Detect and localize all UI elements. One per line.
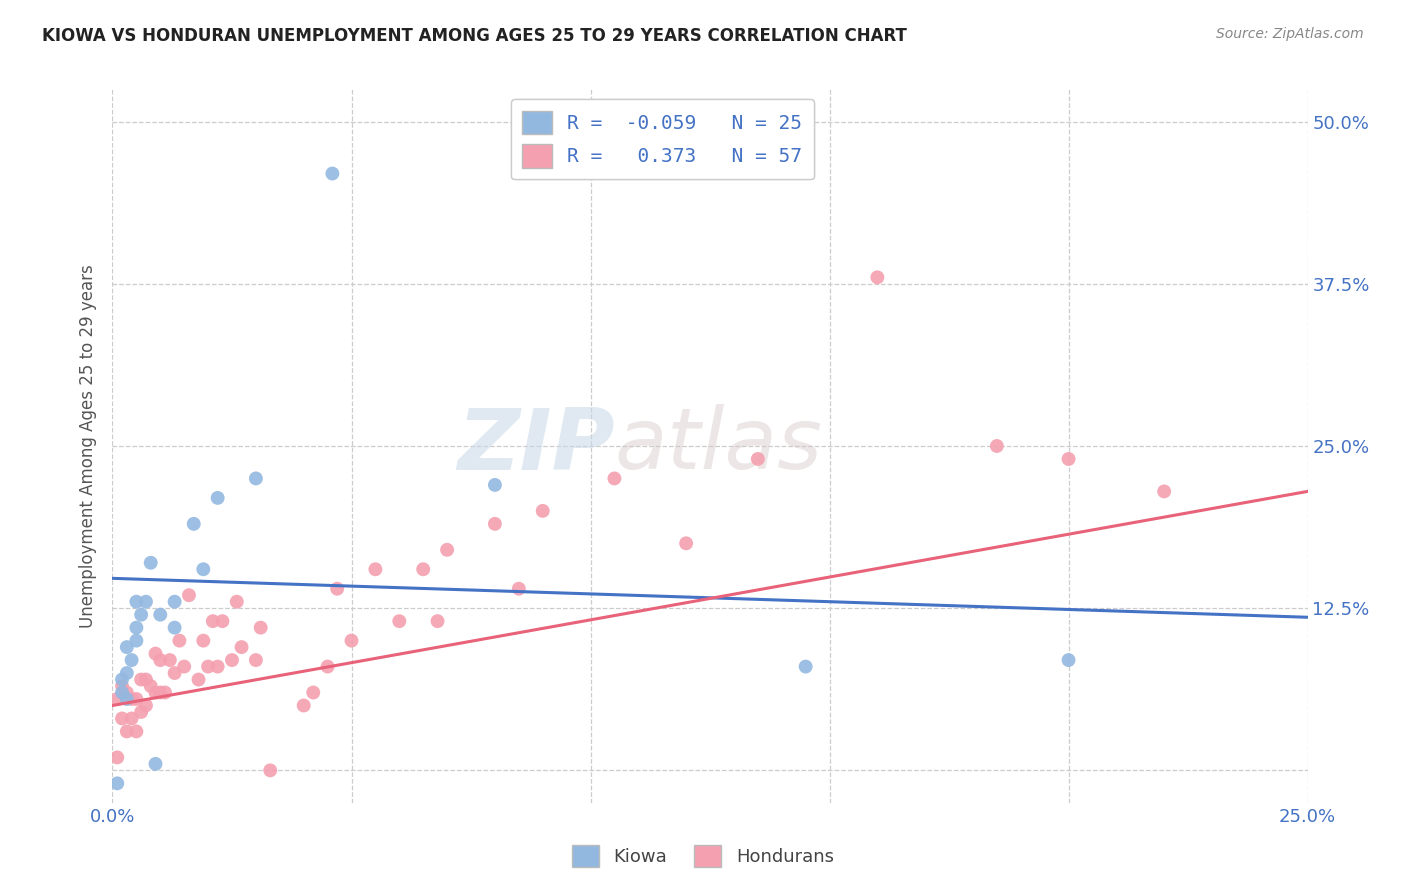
Point <box>121 692 143 706</box>
Point <box>603 471 626 485</box>
Point <box>436 542 458 557</box>
Point <box>153 685 176 699</box>
Point <box>139 556 162 570</box>
Legend: R =  -0.059   N = 25, R =   0.373   N = 57: R = -0.059 N = 25, R = 0.373 N = 57 <box>510 99 814 179</box>
Point <box>115 685 138 699</box>
Point <box>747 452 769 467</box>
Point <box>135 698 157 713</box>
Point <box>145 685 167 699</box>
Point <box>125 692 148 706</box>
Point <box>249 621 271 635</box>
Point <box>326 582 349 596</box>
Point <box>111 679 134 693</box>
Point <box>207 659 229 673</box>
Point <box>245 471 267 485</box>
Point <box>111 685 134 699</box>
Point <box>149 653 172 667</box>
Point <box>129 673 152 687</box>
Point <box>125 724 148 739</box>
Point <box>149 607 172 622</box>
Point <box>866 270 889 285</box>
Point <box>115 666 138 681</box>
Point <box>163 621 186 635</box>
Point <box>121 711 143 725</box>
Point <box>1057 452 1080 467</box>
Point <box>388 614 411 628</box>
Point <box>364 562 387 576</box>
Point <box>316 659 339 673</box>
Point <box>105 776 128 790</box>
Text: atlas: atlas <box>614 404 823 488</box>
Point <box>135 595 157 609</box>
Point <box>183 516 205 531</box>
Point <box>111 711 134 725</box>
Point <box>484 478 506 492</box>
Text: Source: ZipAtlas.com: Source: ZipAtlas.com <box>1216 27 1364 41</box>
Point <box>207 491 229 505</box>
Point <box>1057 653 1080 667</box>
Point <box>149 685 172 699</box>
Point <box>173 659 195 673</box>
Point <box>125 595 148 609</box>
Point <box>163 595 186 609</box>
Point <box>159 653 181 667</box>
Point <box>259 764 281 778</box>
Point <box>221 653 243 667</box>
Point <box>129 607 152 622</box>
Point <box>986 439 1008 453</box>
Point <box>121 653 143 667</box>
Point <box>193 562 215 576</box>
Point <box>201 614 224 628</box>
Point <box>169 633 191 648</box>
Point <box>531 504 554 518</box>
Point <box>225 595 247 609</box>
Point <box>484 516 506 531</box>
Y-axis label: Unemployment Among Ages 25 to 29 years: Unemployment Among Ages 25 to 29 years <box>79 264 97 628</box>
Point <box>292 698 315 713</box>
Point <box>231 640 253 654</box>
Point <box>105 750 128 764</box>
Point <box>125 621 148 635</box>
Point <box>508 582 530 596</box>
Point <box>426 614 449 628</box>
Point <box>245 653 267 667</box>
Point <box>340 633 363 648</box>
Point <box>115 724 138 739</box>
Point <box>412 562 434 576</box>
Point <box>794 659 817 673</box>
Point <box>129 705 152 719</box>
Point <box>302 685 325 699</box>
Point <box>105 692 128 706</box>
Point <box>115 692 138 706</box>
Point <box>321 167 343 181</box>
Point <box>145 647 167 661</box>
Point <box>197 659 219 673</box>
Point <box>115 640 138 654</box>
Legend: Kiowa, Hondurans: Kiowa, Hondurans <box>565 838 841 874</box>
Point <box>135 673 157 687</box>
Point <box>125 633 148 648</box>
Point <box>111 673 134 687</box>
Text: KIOWA VS HONDURAN UNEMPLOYMENT AMONG AGES 25 TO 29 YEARS CORRELATION CHART: KIOWA VS HONDURAN UNEMPLOYMENT AMONG AGE… <box>42 27 907 45</box>
Point <box>193 633 215 648</box>
Point <box>163 666 186 681</box>
Point <box>675 536 697 550</box>
Point <box>187 673 209 687</box>
Point <box>1153 484 1175 499</box>
Point <box>177 588 200 602</box>
Point <box>211 614 233 628</box>
Text: ZIP: ZIP <box>457 404 614 488</box>
Point <box>139 679 162 693</box>
Point <box>145 756 167 771</box>
